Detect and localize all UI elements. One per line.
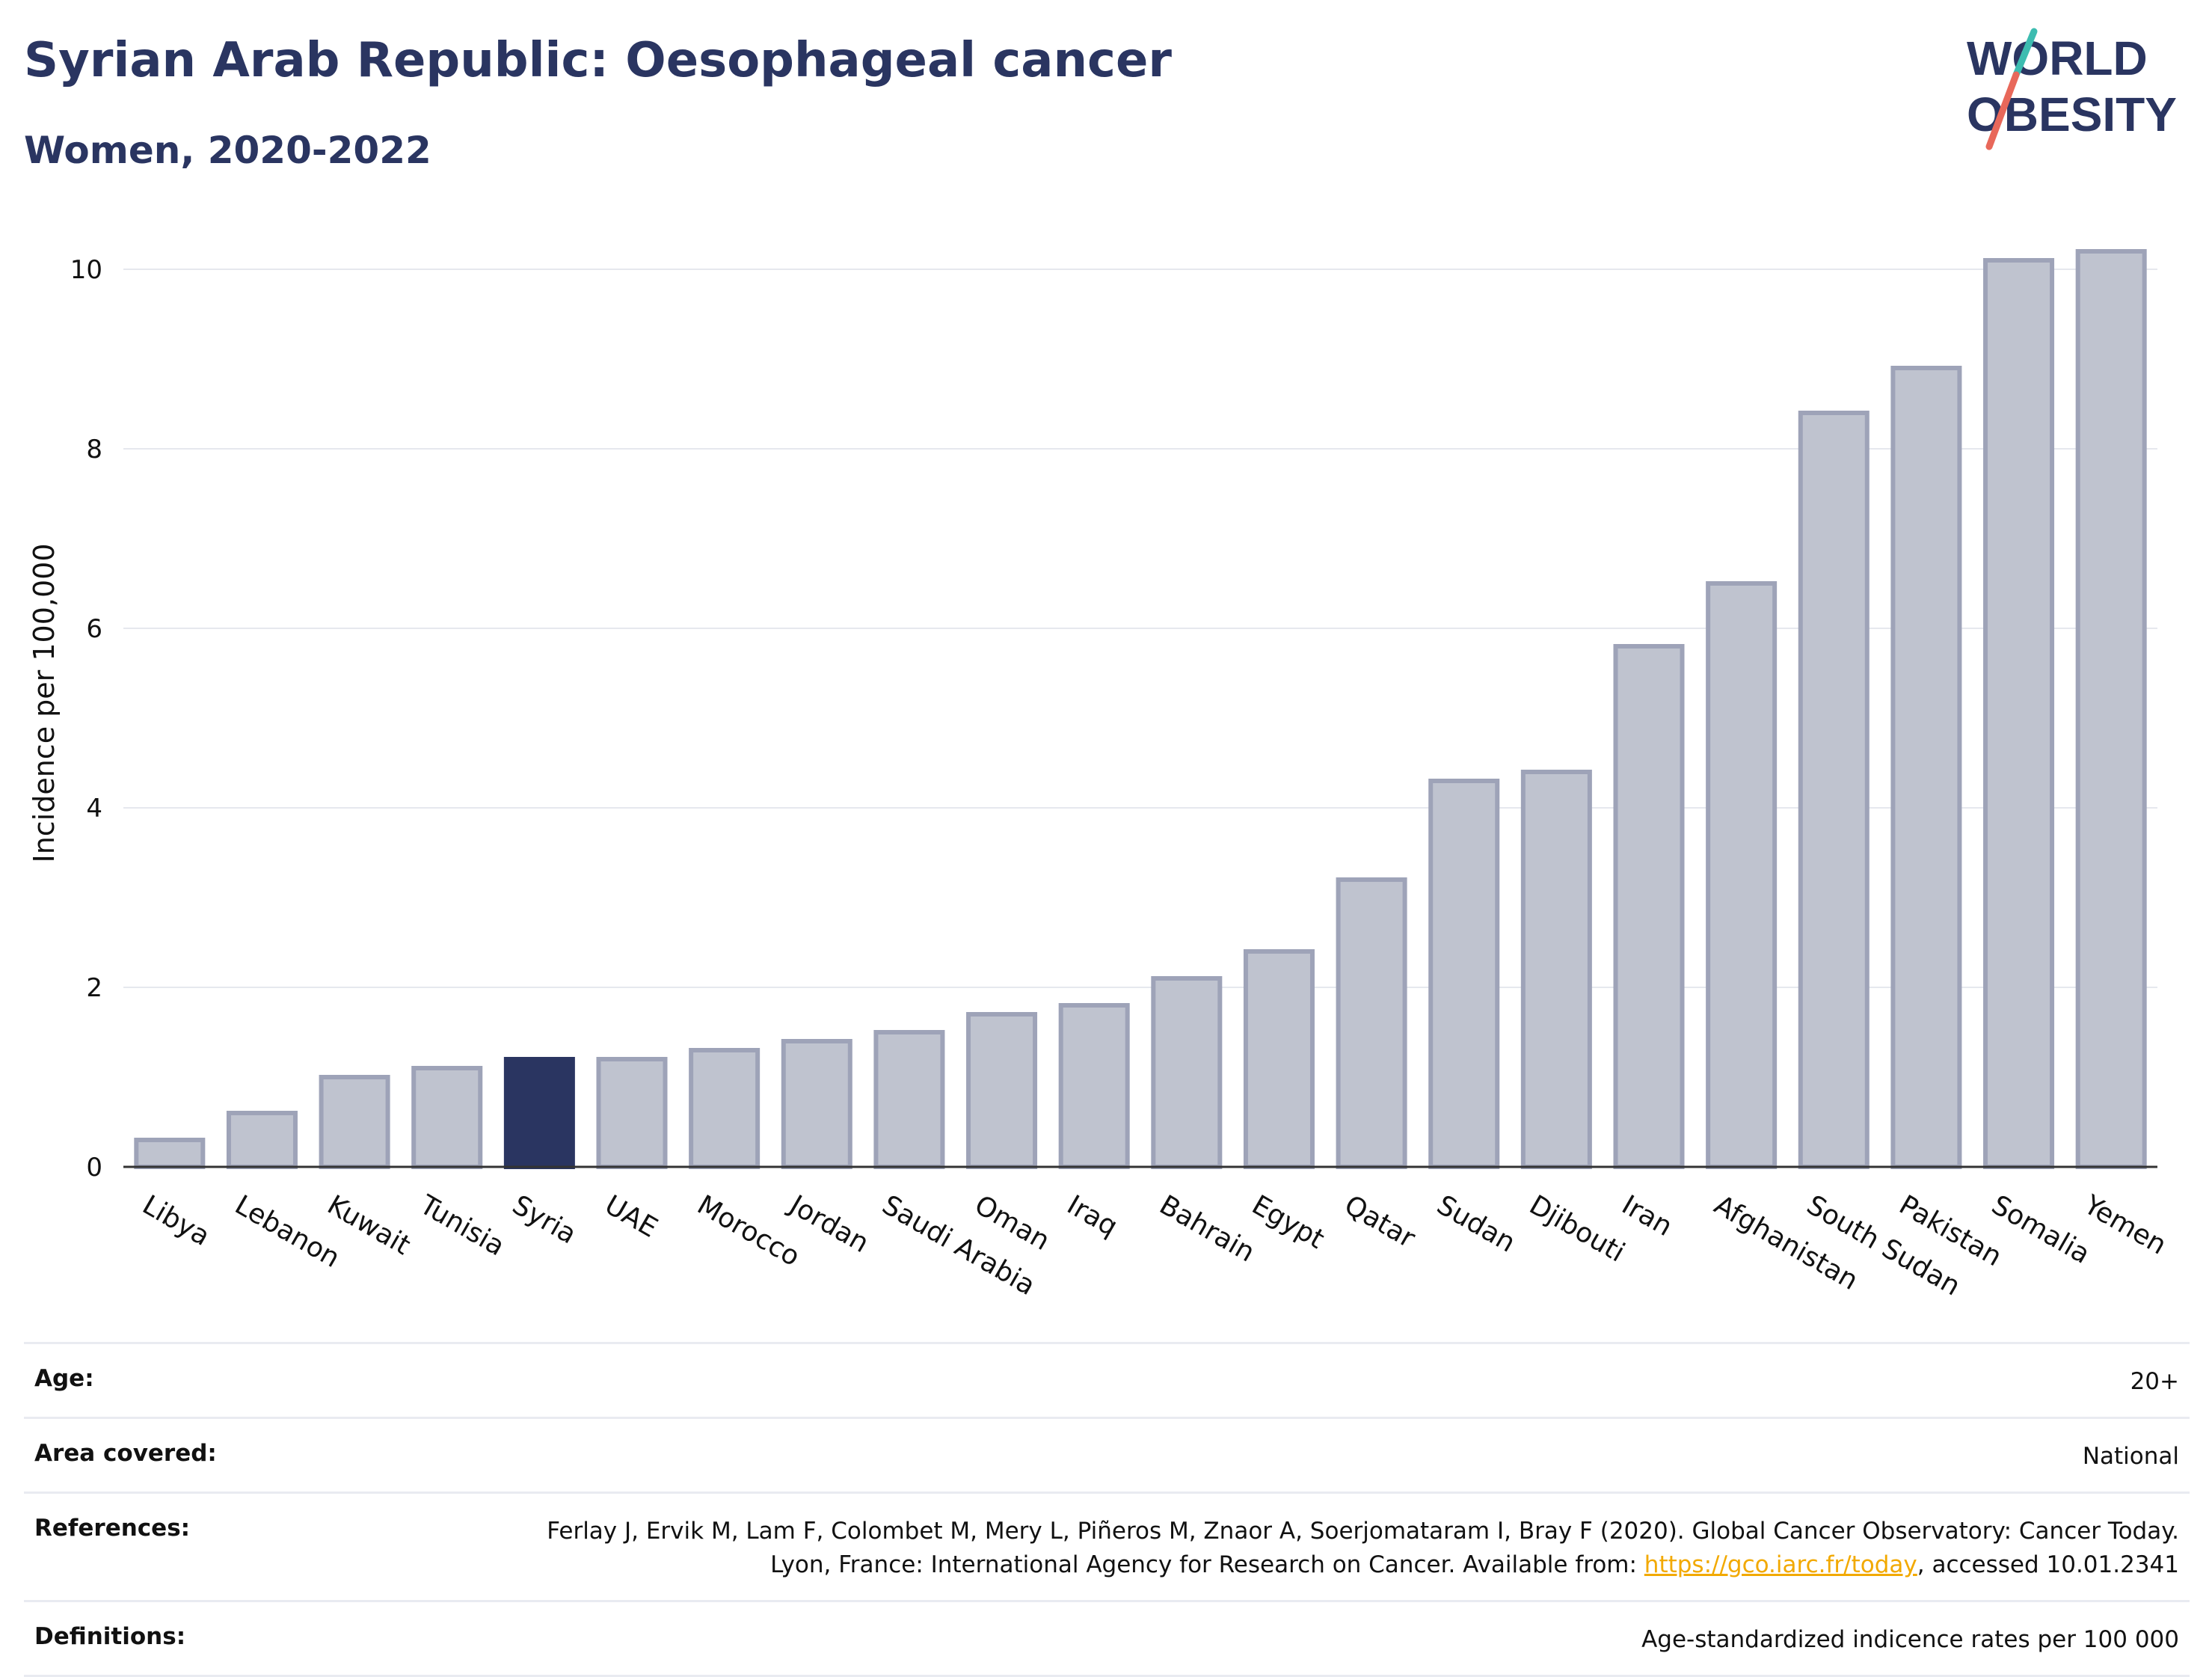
reference-accessed: , accessed 10.01.2341 [1917, 1551, 2179, 1578]
bar [1428, 779, 1500, 1169]
meta-value: 20+ [2130, 1368, 2179, 1395]
chart-subtitle: Women, 2020-2022 [24, 129, 431, 172]
meta-value: National [2082, 1442, 2179, 1470]
x-tick-label: Syria [507, 1189, 581, 1250]
bar [226, 1111, 298, 1169]
bar [966, 1012, 1038, 1169]
x-tick-label: UAE [600, 1189, 663, 1243]
y-tick-label: 0 [86, 1153, 102, 1183]
bar-chart: 0 2 4 6 8 10 Incidence per 100,000 Libya Lebanon… [28, 249, 2172, 1302]
bar [1706, 581, 1778, 1169]
chart-title: Syrian Arab Republic: Oesophageal cancer [24, 33, 1172, 88]
bar [1336, 877, 1407, 1169]
x-tick-label: Lebanon [230, 1189, 345, 1274]
x-tick-label: Yemen [2078, 1189, 2172, 1261]
logo-slash-teal [2012, 28, 2038, 79]
x-tick-label: Saudi Arabia [877, 1189, 1040, 1302]
y-tick-label: 4 [86, 794, 102, 824]
bar [1890, 366, 1962, 1169]
metadata-table: Age: 20+ Area covered: National Referenc… [24, 1342, 2190, 1677]
bar [1520, 770, 1592, 1169]
bar [873, 1030, 945, 1169]
y-axis-label: Incidence per 100,000 [28, 543, 61, 862]
bar [596, 1057, 668, 1169]
x-tick-label: Egypt [1247, 1189, 1329, 1254]
bar [1058, 1003, 1130, 1169]
x-tick-label: Iraq [1062, 1189, 1122, 1242]
x-tick-label: Libya [138, 1189, 215, 1252]
x-tick-label: Somalia [1986, 1189, 2095, 1270]
meta-label: References: [34, 1514, 191, 1542]
x-tick-label: Djibouti [1524, 1189, 1629, 1268]
meta-label: Definitions: [34, 1622, 186, 1650]
bar [1613, 644, 1685, 1169]
x-tick-label: Tunisia [414, 1189, 510, 1262]
meta-row-definitions: Definitions: Age-standardized indicence … [24, 1599, 2190, 1677]
meta-label: Age: [34, 1365, 94, 1392]
logo-line1: WORLD [1967, 31, 2148, 85]
reference-link[interactable]: https://gco.iarc.fr/today [1644, 1551, 1917, 1578]
bar [1798, 411, 1870, 1169]
x-tick-label: Qatar [1339, 1189, 1420, 1254]
bar [2075, 249, 2147, 1169]
x-tick-label: Iran [1617, 1189, 1677, 1242]
y-tick-label: 8 [86, 435, 102, 465]
bar [1151, 976, 1223, 1169]
meta-row-area: Area covered: National [24, 1416, 2190, 1491]
bar [1983, 258, 2055, 1169]
bar [411, 1066, 483, 1169]
meta-row-references: References: Ferlay J, Ervik M, Lam F, Co… [24, 1491, 2190, 1600]
reference-text: Ferlay J, Ervik M, Lam F, Colombet M, Me… [547, 1517, 2179, 1578]
meta-label: Area covered: [34, 1439, 217, 1467]
world-obesity-logo: WORLD OBESITY [1967, 28, 2177, 150]
x-tick-label: South Sudan [1801, 1189, 1965, 1302]
logo-slash-red [1985, 71, 2020, 150]
x-tick-label: Sudan [1431, 1189, 1520, 1258]
bar [1243, 949, 1315, 1169]
bar-highlighted [503, 1057, 575, 1169]
bar [781, 1039, 852, 1169]
y-tick-label: 6 [86, 614, 102, 644]
y-tick-label: 10 [70, 255, 102, 285]
bar [134, 1138, 206, 1169]
x-tick-label: Bahrain [1155, 1189, 1260, 1268]
bar [689, 1048, 761, 1169]
bar [319, 1075, 390, 1169]
x-tick-label: Morocco [692, 1189, 805, 1272]
meta-row-age: Age: 20+ [24, 1342, 2190, 1417]
meta-value: Ferlay J, Ervik M, Lam F, Colombet M, Me… [534, 1515, 2179, 1582]
y-tick-label: 2 [86, 973, 102, 1003]
meta-value: Age-standardized indicence rates per 100… [1641, 1625, 2179, 1653]
